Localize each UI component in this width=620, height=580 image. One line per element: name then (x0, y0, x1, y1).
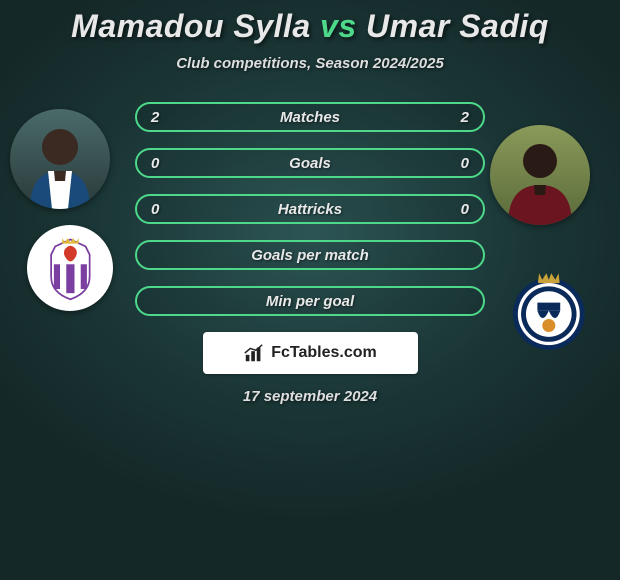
player2-avatar (490, 125, 590, 225)
club-crest-icon (508, 270, 590, 352)
stat-left-value: 0 (151, 201, 159, 218)
brand-text: FcTables.com (271, 344, 377, 362)
club-crest-icon (36, 234, 105, 303)
stat-row-goals-per-match: Goals per match (135, 240, 485, 270)
stat-label: Goals (289, 155, 331, 172)
stat-left-value: 0 (151, 155, 159, 172)
stat-label: Goals per match (251, 247, 369, 264)
date-text: 17 september 2024 (0, 388, 620, 405)
bar-chart-icon (243, 342, 265, 364)
stat-left-value: 2 (151, 109, 159, 126)
stat-row-min-per-goal: Min per goal (135, 286, 485, 316)
stat-row-goals: 0 Goals 0 (135, 148, 485, 178)
stat-row-hattricks: 0 Hattricks 0 (135, 194, 485, 224)
stat-row-matches: 2 Matches 2 (135, 102, 485, 132)
player1-avatar (10, 109, 110, 209)
stat-right-value: 0 (461, 201, 469, 218)
subtitle: Club competitions, Season 2024/2025 (0, 55, 620, 72)
player2-name: Umar Sadiq (366, 8, 549, 44)
club2-badge (498, 260, 600, 362)
comparison-title: Mamadou Sylla vs Umar Sadiq (0, 8, 620, 45)
club1-badge (27, 225, 113, 311)
person-icon (10, 109, 110, 209)
stats-container: 2 Matches 2 0 Goals 0 0 Hattricks 0 Goal… (135, 102, 485, 316)
person-icon (490, 125, 590, 225)
stat-right-value: 2 (461, 109, 469, 126)
vs-word: vs (320, 8, 357, 44)
player1-name: Mamadou Sylla (71, 8, 310, 44)
stat-label: Hattricks (278, 201, 342, 218)
stat-label: Matches (280, 109, 340, 126)
brand-box: FcTables.com (203, 332, 418, 374)
stat-label: Min per goal (266, 293, 354, 310)
stat-right-value: 0 (461, 155, 469, 172)
